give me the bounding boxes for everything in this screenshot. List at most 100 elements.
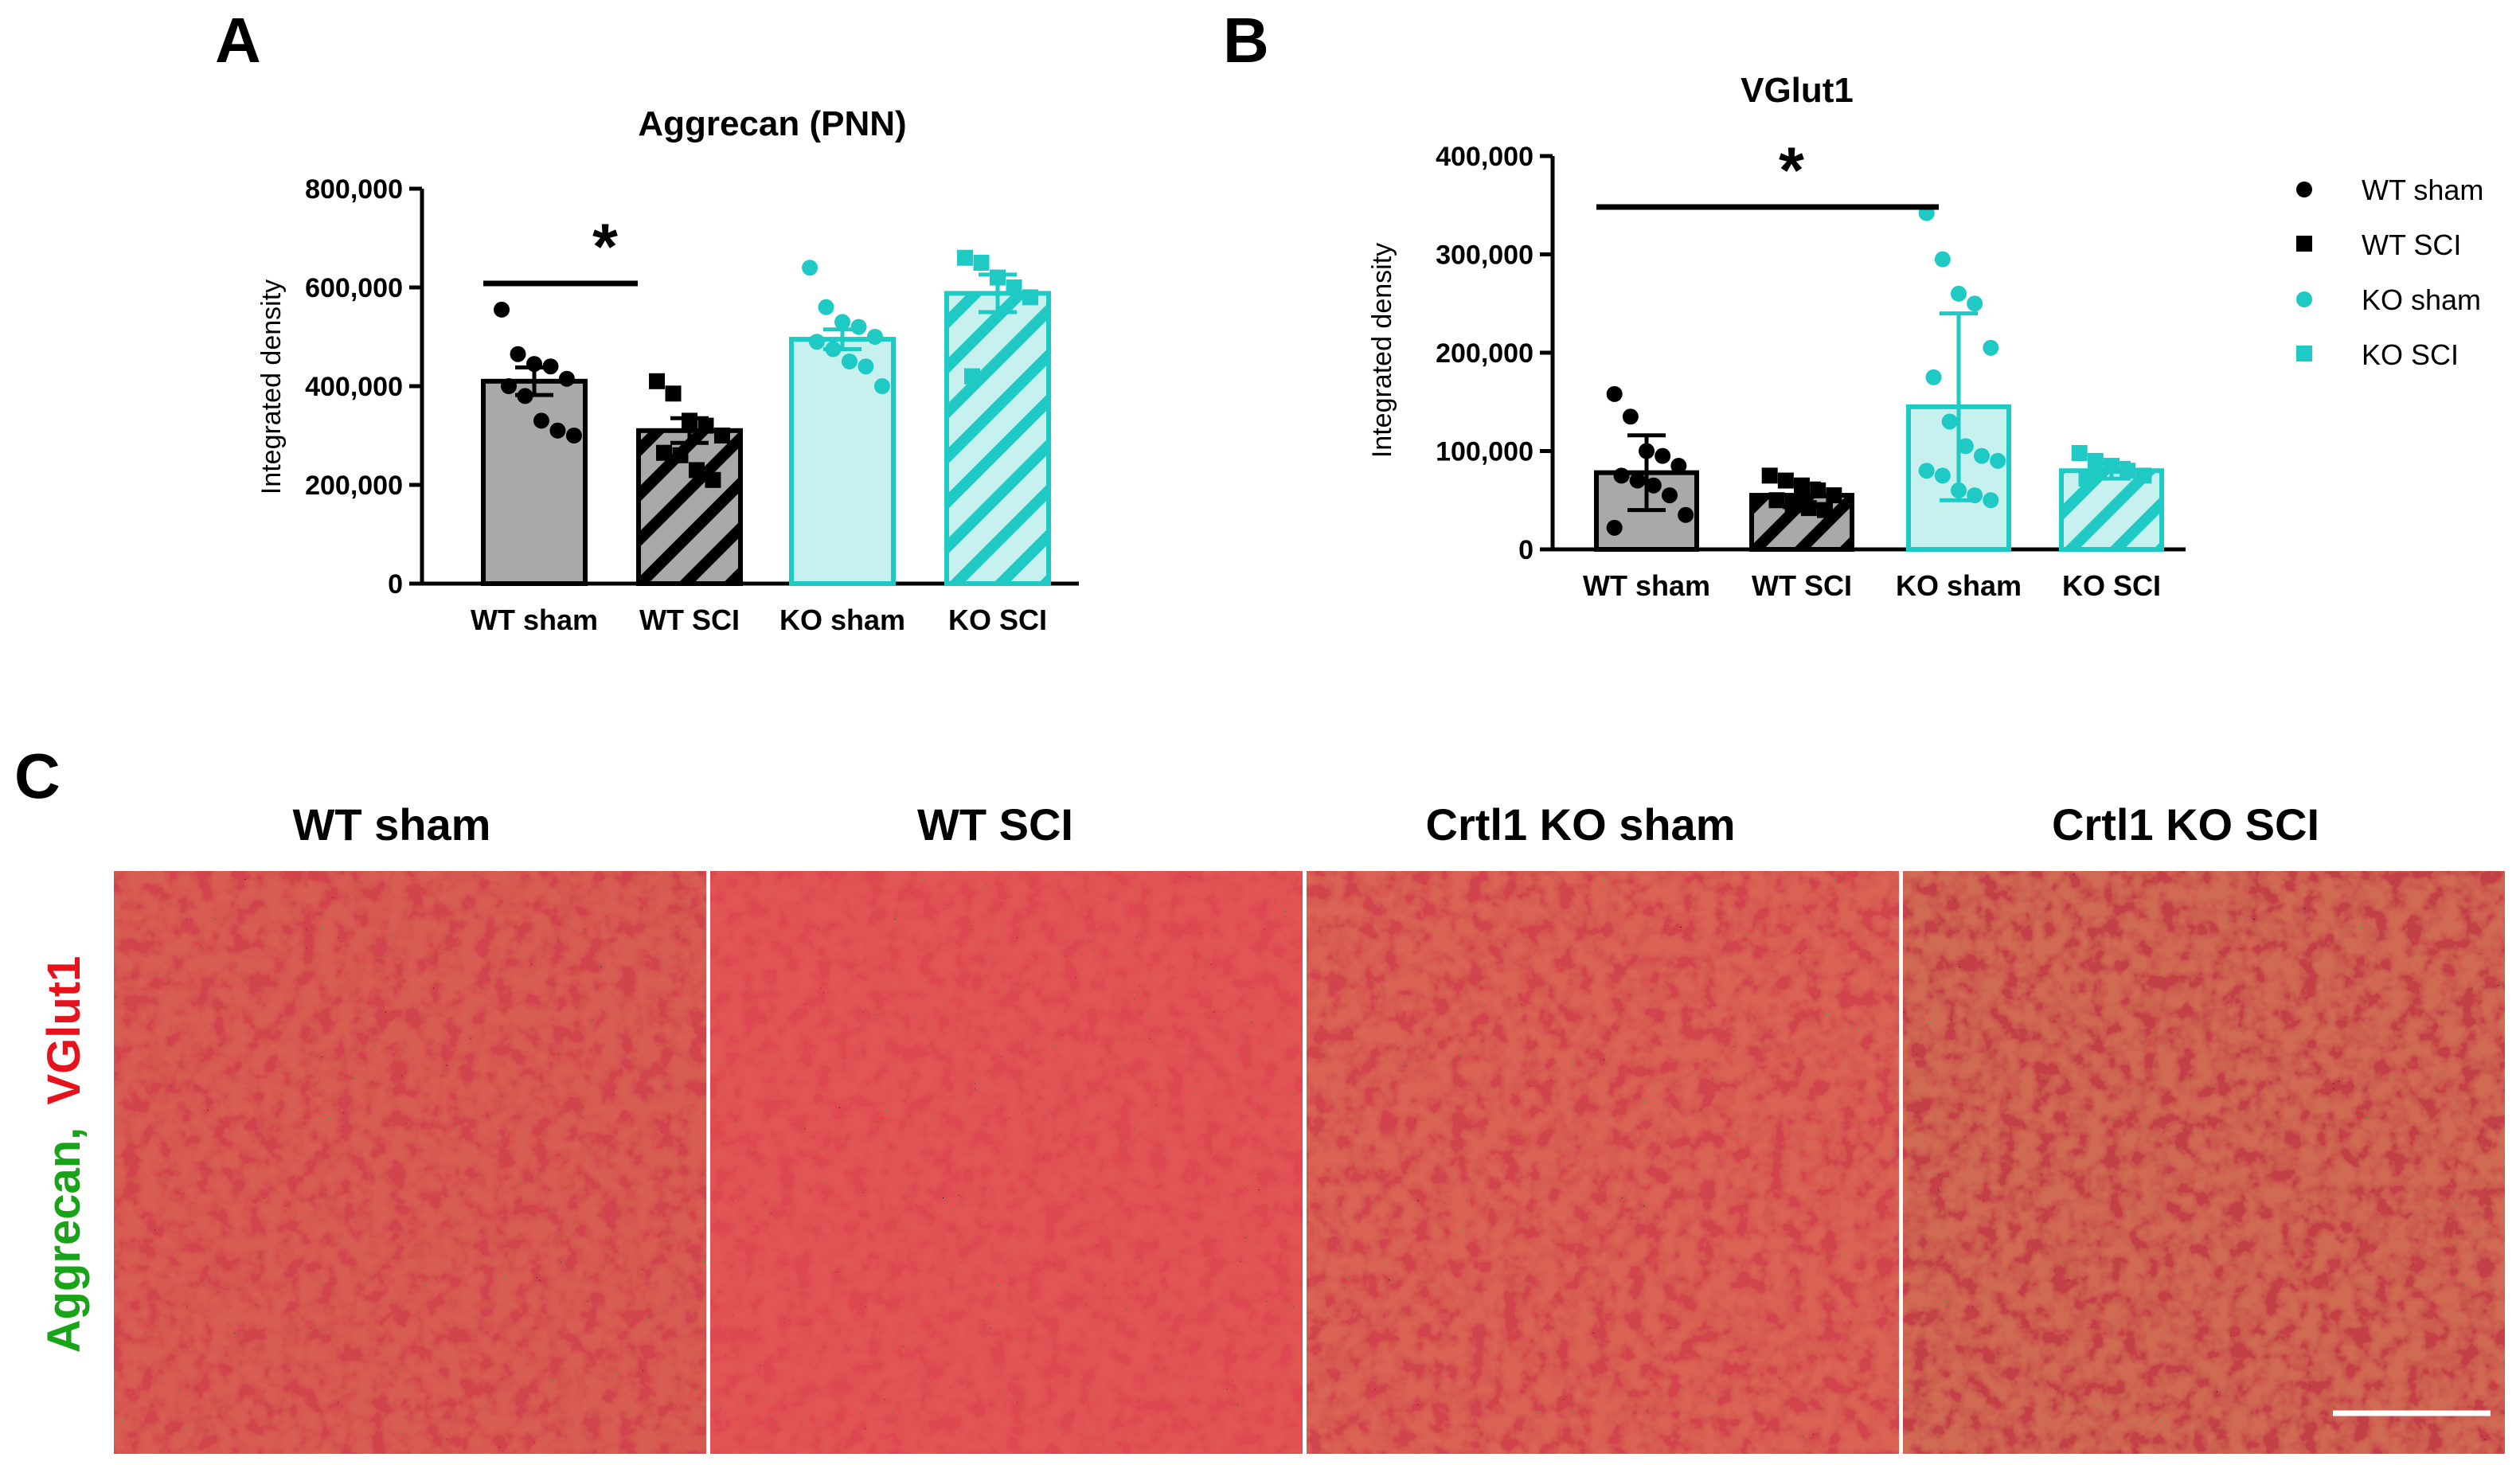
a-x-tick-label-ko-sham: KO sham: [779, 604, 905, 636]
a-point-wt-sci: [656, 444, 672, 461]
b-point-ko-sci: [2078, 471, 2095, 487]
a-point-wt-sham: [526, 356, 542, 373]
a-point-ko-sham: [818, 299, 834, 315]
stain-label-vglut1: VGlut1: [38, 956, 90, 1105]
a-x-tick-label-ko-sci: KO SCI: [948, 604, 1047, 636]
b-point-ko-sham: [1990, 452, 2006, 469]
b-y-tick-label: 300,000: [1436, 240, 1533, 271]
b-point-ko-sham: [1967, 487, 1983, 504]
a-point-wt-sham: [565, 428, 582, 443]
a-point-wt-sci: [682, 412, 697, 429]
a-y-tick-label: 800,000: [305, 174, 403, 205]
a-x-tick-label-wt-sham: WT sham: [471, 604, 598, 636]
b-point-ko-sham: [1934, 467, 1951, 484]
panel-letter-b: B: [1223, 5, 1269, 76]
micrograph-wt-sci: [710, 871, 1303, 1454]
b-point-wt-sci: [1816, 502, 1833, 518]
b-x-tick-label-wt-sci: WT SCI: [1752, 569, 1852, 602]
a-point-ko-sci: [973, 255, 990, 271]
a-x-tick-label-wt-sci: WT SCI: [639, 604, 740, 636]
chart-b-marks: *: [1594, 135, 2164, 553]
a-point-ko-sham: [834, 314, 850, 330]
b-point-ko-sci: [2071, 444, 2088, 461]
b-point-ko-sham: [1941, 413, 1958, 430]
b-point-wt-sham: [1670, 458, 1687, 475]
a-point-wt-sci: [688, 462, 705, 479]
b-point-ko-sham: [1967, 295, 1983, 312]
b-point-wt-sham: [1606, 385, 1623, 402]
b-point-ko-sham: [1918, 463, 1935, 479]
b-y-tick-label: 100,000: [1436, 437, 1533, 467]
a-bar-wt-sci: [636, 428, 743, 586]
legend-label-wt-sham: WT sham: [2362, 174, 2483, 206]
micrograph-wt-sham: [114, 871, 706, 1454]
legend-marker-wt-sci: [2296, 236, 2312, 252]
a-point-wt-sham: [501, 378, 517, 394]
a-point-ko-sci: [1006, 279, 1022, 295]
a-point-wt-sham: [533, 412, 549, 429]
legend-marker-ko-sci: [2296, 346, 2312, 361]
b-point-wt-sci: [1784, 497, 1801, 514]
a-bar-wt-sham: [481, 378, 588, 586]
a-point-ko-sham: [866, 329, 883, 345]
b-y-tick-label: 0: [1518, 535, 1533, 565]
a-point-ko-sci: [957, 249, 974, 266]
b-significance-star: *: [1779, 135, 1804, 207]
panel-letter-c: C: [14, 740, 61, 811]
micrograph-title-ko-sham: Crtl1 KO sham: [1426, 799, 1736, 850]
a-point-wt-sham: [542, 358, 559, 375]
a-y-tick-label: 0: [388, 569, 403, 600]
panel-letter-a: A: [215, 5, 261, 76]
b-point-wt-sham: [1613, 467, 1630, 484]
a-point-ko-sham: [858, 358, 874, 375]
a-significance-star: *: [592, 211, 618, 283]
b-point-wt-sham: [1661, 487, 1678, 504]
a-bar-ko-sci: [944, 291, 1051, 586]
b-point-wt-sham: [1645, 477, 1662, 494]
legend-label-ko-sci: KO SCI: [2362, 338, 2459, 371]
stain-label: Aggrecan, VGlut1: [38, 956, 90, 1354]
a-point-wt-sci: [697, 417, 714, 434]
a-point-ko-sci: [964, 368, 980, 385]
a-point-ko-sham: [873, 378, 890, 394]
micrograph-ko-sham: [1307, 871, 1899, 1454]
chart-a-marks: *: [481, 211, 1051, 586]
chart-b-y-axis-label: Integrated density: [1367, 243, 1397, 458]
a-point-wt-sham: [494, 301, 510, 318]
b-x-tick-label-ko-sci: KO SCI: [2062, 569, 2161, 602]
legend-marker-wt-sham: [2296, 182, 2312, 197]
a-y-tick-label: 600,000: [305, 273, 403, 303]
b-y-tick-label: 400,000: [1436, 142, 1533, 172]
b-point-wt-sham: [1606, 519, 1623, 536]
a-point-wt-sci: [665, 385, 682, 402]
b-point-wt-sham: [1655, 447, 1671, 464]
b-point-ko-sci: [2087, 452, 2104, 469]
b-point-ko-sham: [1951, 285, 1967, 302]
a-point-wt-sci: [649, 373, 666, 389]
b-point-wt-sham: [1678, 506, 1694, 523]
b-point-wt-sci: [1777, 472, 1794, 489]
chart-a-title: Aggrecan (PNN): [638, 104, 906, 143]
a-point-wt-sham: [558, 370, 575, 387]
b-point-wt-sci: [1810, 482, 1827, 498]
micrograph-ko-sci: [1903, 871, 2505, 1454]
a-point-ko-sham: [809, 334, 825, 350]
chart-aggrecan: Aggrecan (PNN) Integrated density 0 200,0…: [256, 104, 1079, 636]
b-point-ko-sham: [1983, 492, 1999, 509]
a-point-ko-sci: [1022, 289, 1038, 306]
a-point-wt-sham: [510, 346, 526, 362]
a-point-ko-sham: [841, 354, 858, 369]
a-point-wt-sham: [517, 388, 533, 404]
b-point-wt-sci: [1826, 487, 1842, 504]
legend-marker-ko-sham: [2296, 291, 2312, 307]
b-point-wt-sci: [1800, 500, 1817, 517]
b-point-ko-sci: [2104, 458, 2120, 475]
b-point-wt-sham: [1629, 472, 1646, 489]
micrograph-title-ko-sci: Crtl1 KO SCI: [2052, 799, 2319, 850]
a-point-ko-sham: [850, 318, 867, 335]
b-point-ko-sci: [2120, 463, 2136, 479]
legend-label-wt-sci: WT SCI: [2362, 229, 2461, 261]
chart-b-legend: WT sham WT SCI KO sham KO SCI: [2296, 174, 2483, 371]
b-point-ko-sham: [1925, 369, 1942, 385]
